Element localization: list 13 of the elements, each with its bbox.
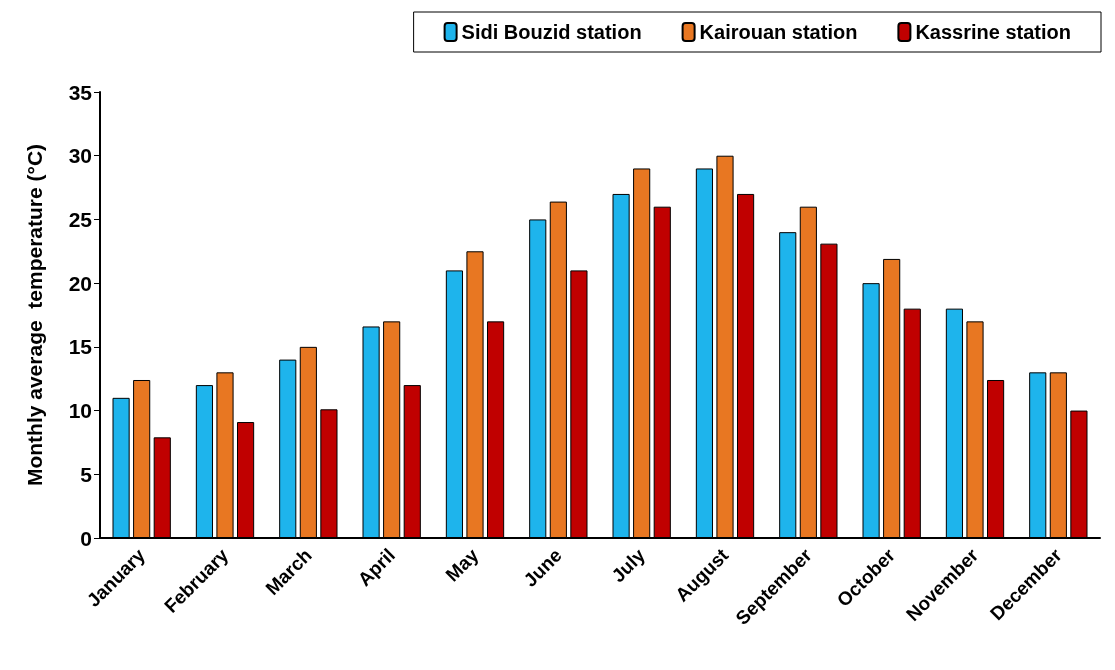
y-tick-label: 5 [80, 462, 93, 486]
y-tick-label: 0 [80, 526, 92, 550]
legend-label: Sidi Bouzid station [461, 21, 642, 43]
legend-label: Kairouan station [699, 21, 858, 43]
x-tick-label: July [607, 544, 650, 587]
y-tick-label: 15 [68, 335, 93, 359]
y-tick-label: 35 [68, 80, 93, 104]
y-tick-label: 10 [68, 399, 92, 423]
y-axis-title: Monthly average temperature (°C) [23, 143, 46, 487]
y-tick-label: 20 [68, 271, 92, 295]
legend-label: Kassrine station [915, 21, 1071, 43]
y-tick-label: 30 [68, 144, 92, 168]
y-tick-label: 25 [68, 207, 93, 231]
